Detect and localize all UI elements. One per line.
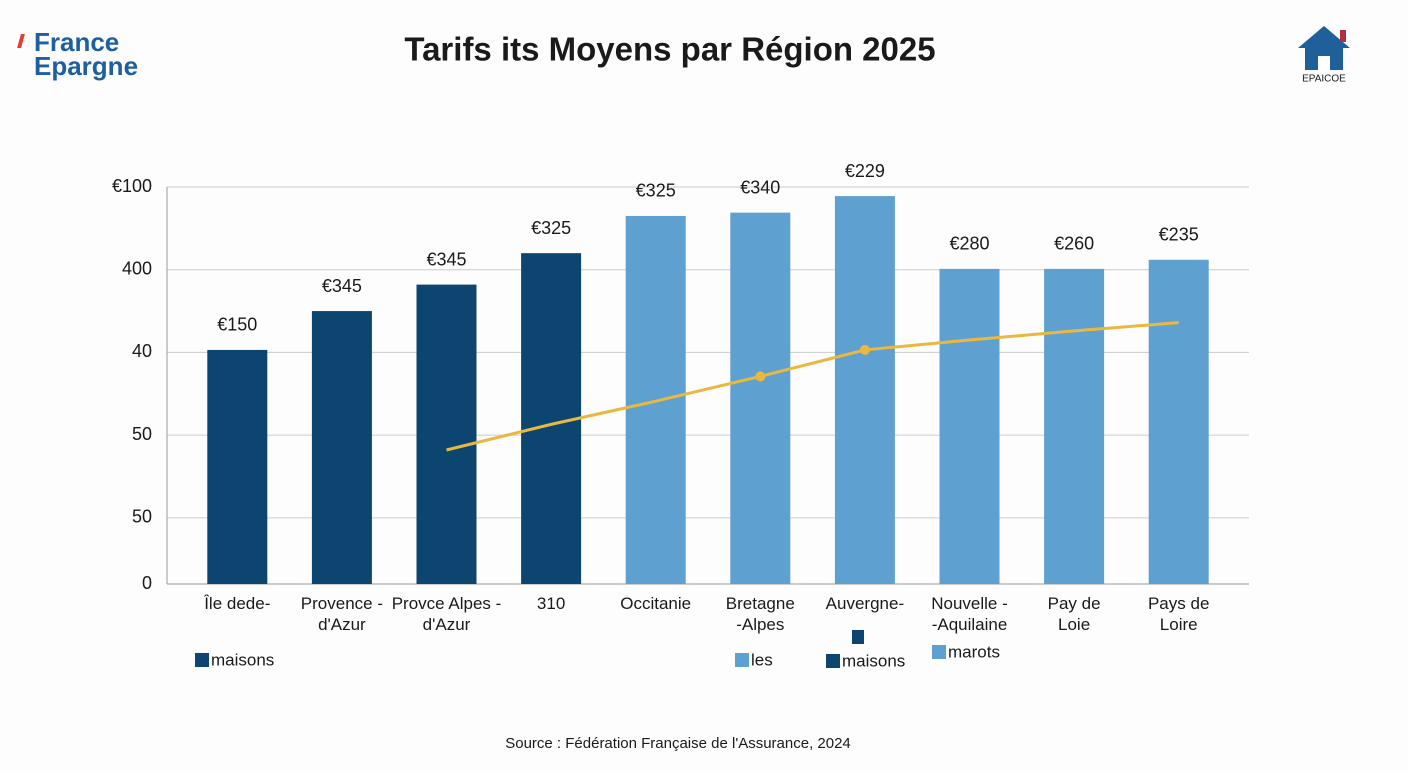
legend-label: maisons: [211, 650, 274, 669]
bar-annotation: €150: [217, 315, 257, 335]
right-logo-text: EPAICOE: [1302, 74, 1346, 85]
x-tick-label: Provce Alpes -d'Azur: [392, 594, 502, 634]
bar-annotation: €340: [740, 177, 780, 197]
legend-swatch: [932, 645, 946, 659]
x-tick-label: Nouvelle --Aquilaine: [931, 594, 1008, 634]
legend-swatch: [195, 653, 209, 667]
line: [446, 321, 1179, 452]
bar: [834, 196, 895, 585]
legend-swatch: [735, 653, 749, 667]
y-tick-label: 50: [132, 424, 152, 444]
logo-accent: [17, 34, 25, 48]
bar: [311, 311, 372, 584]
y-tick-label: €100: [112, 176, 152, 196]
legend-label: marots: [948, 642, 1000, 661]
logo-text: Epargne: [34, 51, 138, 81]
legend-label: les: [751, 650, 773, 669]
bar-annotation: €325: [531, 218, 571, 238]
x-tick-label: 310: [537, 594, 565, 613]
source: Source : Fédération Française de l'Assur…: [505, 735, 851, 752]
y-tick-label: 0: [142, 573, 152, 593]
line-point: [755, 371, 766, 382]
bar: [207, 349, 268, 584]
bar-annotation: €235: [1159, 225, 1199, 245]
x-tick-label: Bretagne -Alpes: [726, 594, 795, 634]
bar: [1148, 259, 1209, 584]
y-tick-label: 40: [132, 341, 152, 361]
bar-annotation: €229: [845, 161, 885, 181]
bar-annotation: €345: [426, 249, 466, 269]
bar: [730, 212, 791, 584]
x-tick-label: Île dede-: [203, 594, 270, 613]
bar-annotation: €280: [949, 234, 989, 254]
bar-annotation: €260: [1054, 234, 1094, 254]
bar: [416, 284, 477, 584]
chart-title: Tarifs its Moyens par Région 2025: [404, 31, 935, 68]
x-tick-label: Pay de Loie: [1048, 594, 1101, 634]
logo-text: France: [34, 27, 119, 57]
legend-label: maisons: [842, 651, 905, 670]
legend-swatch: [826, 654, 840, 668]
bar-annotation: €325: [636, 181, 676, 201]
y-tick-label: 400: [122, 258, 152, 278]
line-point: [859, 344, 870, 355]
bar-annotation: €345: [322, 276, 362, 296]
legend-swatch: [852, 630, 864, 644]
x-tick-label: Auvergne-: [826, 594, 904, 613]
bar: [939, 268, 1000, 584]
house-icon: [1298, 26, 1350, 70]
y-tick-label: 50: [132, 507, 152, 527]
bar: [1044, 268, 1105, 584]
x-tick-label: Provence -d'Azur: [301, 594, 383, 634]
x-tick-label: Occitanie: [620, 594, 691, 613]
x-tick-label: Pays de Loire: [1148, 594, 1209, 634]
